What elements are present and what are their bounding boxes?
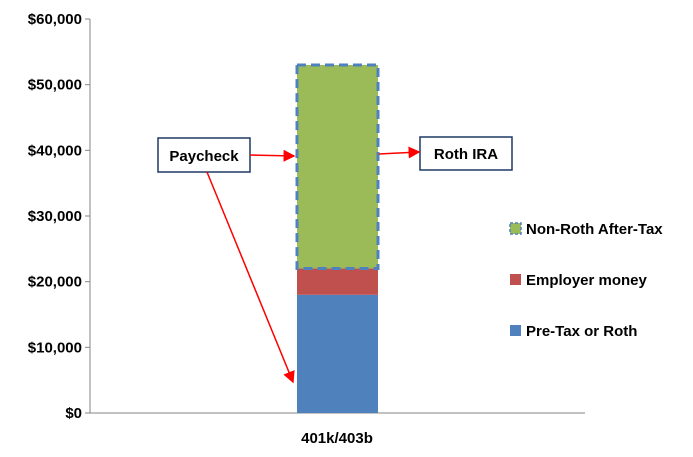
legend-swatch xyxy=(510,274,521,285)
legend-label: Non-Roth After-Tax xyxy=(526,221,663,238)
x-tick-label: 401k/403b xyxy=(301,430,373,447)
y-tick-label: $50,000 xyxy=(28,77,82,94)
paycheck-label: Paycheck xyxy=(169,148,239,165)
y-tick-label: $60,000 xyxy=(28,11,82,28)
arrow-after-tax-to-roth-ira xyxy=(378,146,421,159)
y-tick-label: $0 xyxy=(65,405,82,422)
roth-ira-label: Roth IRA xyxy=(434,146,498,163)
legend-swatch xyxy=(509,222,522,235)
legend-swatch xyxy=(510,325,521,336)
bar-non-roth-after-tax xyxy=(295,63,380,271)
bars xyxy=(295,63,380,413)
paycheck-annotation: Paycheck xyxy=(157,137,251,173)
arrow-paycheck-to-after-tax xyxy=(249,149,296,162)
legend: Pre-Tax or Roth Employer money Non-Roth Af… xyxy=(509,221,663,340)
roth-ira-annotation: Roth IRA xyxy=(419,136,513,171)
y-tick-label: $20,000 xyxy=(28,274,82,291)
y-tick-label: $30,000 xyxy=(28,208,82,225)
legend-label: Employer money xyxy=(526,272,648,289)
y-tick-label: $10,000 xyxy=(28,339,82,356)
arrow-paycheck-to-pretax xyxy=(206,171,295,384)
legend-label: Pre-Tax or Roth xyxy=(526,323,637,340)
bar-employer-money xyxy=(297,268,378,295)
y-axis: $0 $10,000 $20,000 $30,000 $40,000 $50,000 $60… xyxy=(28,11,585,422)
y-tick-label: $40,000 xyxy=(28,142,82,159)
bar-pre-tax-or-roth xyxy=(297,294,378,413)
